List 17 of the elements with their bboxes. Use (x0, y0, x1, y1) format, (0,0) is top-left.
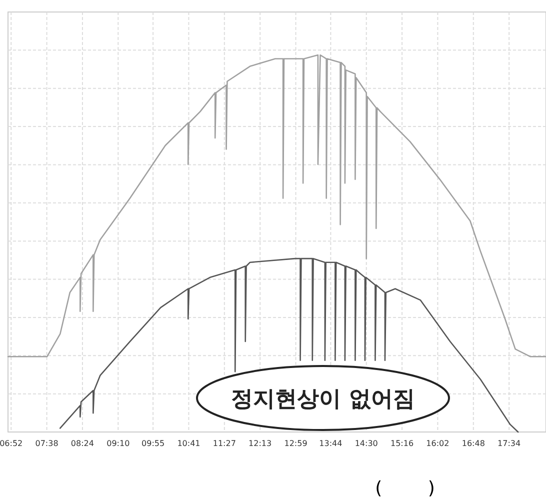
x-tick-label: 13:44 (319, 439, 342, 448)
x-tick-label: 12:59 (284, 439, 308, 448)
x-tick-label: 16:02 (426, 439, 450, 448)
x-tick-label: 17:34 (498, 439, 521, 448)
x-tick-label: 16:48 (462, 439, 485, 448)
x-tick-label: 14:30 (354, 439, 378, 448)
x-tick-label: 08:24 (70, 439, 94, 448)
x-tick-label: 06:52 (0, 439, 23, 448)
annotation: 정지현상이 없어짐 (231, 387, 415, 412)
x-tick-label: 07:38 (35, 439, 58, 448)
x-tick-label: 15:16 (390, 439, 414, 448)
x-tick-label: 09:55 (142, 439, 165, 448)
x-tick-label: 09:10 (106, 439, 130, 448)
x-tick-label: 12:13 (248, 439, 272, 448)
x-tick-label: 10:41 (177, 439, 200, 448)
text: ( ) (375, 478, 435, 499)
x-tick-label: 11:27 (212, 439, 236, 448)
